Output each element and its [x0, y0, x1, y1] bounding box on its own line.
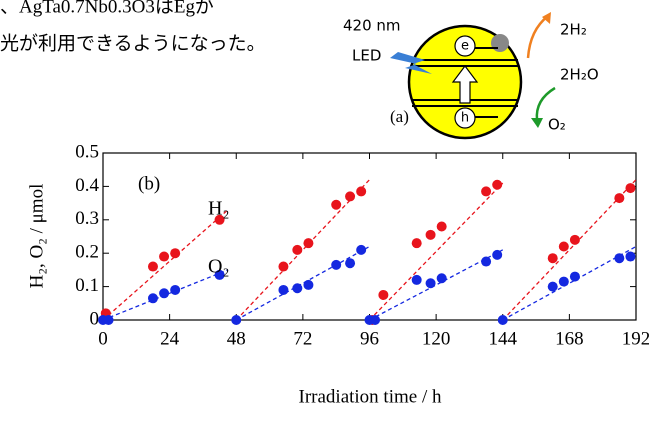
y-tick-label: 0.5: [75, 141, 99, 162]
fit-line: [102, 269, 229, 321]
electron-label: e: [461, 39, 469, 54]
data-point: [292, 244, 303, 255]
hole-label: h: [461, 111, 469, 126]
data-point: [231, 315, 242, 325]
data-point: [370, 315, 381, 325]
data-point: [278, 261, 289, 272]
data-point: [497, 315, 508, 325]
chart: (b) Irradiation time / h H₂, O₂ / μmol 0…: [26, 141, 649, 407]
x-tick-label: 144: [489, 328, 518, 349]
data-point: [411, 238, 422, 249]
x-tick-label: 24: [160, 328, 180, 349]
data-point: [147, 293, 158, 304]
data-point: [547, 281, 558, 292]
x-tick-label: 0: [98, 328, 108, 349]
fit-line: [235, 179, 370, 321]
data-point: [214, 269, 225, 280]
data-point: [569, 271, 580, 282]
data-point: [147, 261, 158, 272]
data-point: [345, 258, 356, 269]
data-point: [558, 241, 569, 252]
reactant-label: 2H₂O: [560, 66, 599, 84]
x-tick-label: 48: [227, 328, 246, 349]
data-point: [331, 259, 342, 270]
product-label: 2H₂: [560, 21, 587, 39]
fit-line: [369, 182, 504, 321]
y-tick-label: 0.1: [75, 275, 99, 296]
product-label: O₂: [548, 116, 566, 134]
diagram: e h 420 nm LED 2H₂ 2H₂O O₂ (a): [343, 12, 599, 140]
data-point: [356, 186, 367, 197]
light-bolt: [390, 52, 432, 74]
data-point: [103, 315, 114, 325]
data-point: [436, 273, 447, 284]
panel-label: (a): [390, 107, 409, 126]
arrowhead: [531, 118, 543, 128]
data-point: [331, 199, 342, 210]
y-tick-label: 0.4: [75, 175, 99, 196]
panel-label: (b): [138, 173, 160, 194]
source-label: LED: [352, 47, 381, 65]
fit-line: [235, 245, 370, 321]
data-point: [492, 249, 503, 260]
data-point: [625, 251, 636, 262]
data-point: [303, 238, 314, 249]
y-tick-label: 0.2: [75, 242, 99, 263]
data-point: [436, 221, 447, 232]
data-point: [558, 276, 569, 287]
data-point: [159, 288, 170, 299]
data-point: [492, 179, 503, 190]
electron: [454, 35, 476, 57]
data-point: [170, 284, 181, 295]
series-label: O₂: [208, 256, 229, 278]
data-point: [345, 191, 356, 202]
x-tick-label: 96: [360, 328, 379, 349]
data-point: [411, 274, 422, 285]
x-axis-label: Irradiation time / h: [299, 386, 442, 407]
plot-frame: [102, 152, 637, 321]
data-point: [170, 248, 181, 259]
data-point: [481, 186, 492, 197]
x-tick-label: 168: [555, 328, 584, 349]
light-label: 420 nm: [343, 17, 401, 35]
data-point: [481, 256, 492, 267]
data-point: [547, 253, 558, 264]
y-axis-label: H₂, O₂ / μmol: [26, 184, 47, 289]
fit-line: [502, 245, 637, 321]
x-tick-label: 72: [293, 328, 312, 349]
fit-line: [502, 179, 637, 321]
data-point: [569, 234, 580, 245]
reduction-arrow: [526, 15, 549, 59]
data-point: [425, 229, 436, 240]
body-text: 、AgTa0.7Nb0.3O3はEgが: [0, 0, 214, 17]
body-text: 光が利用できるようになった。: [0, 32, 266, 54]
series-label: H₂: [208, 198, 229, 220]
data-point: [356, 244, 367, 255]
data-point: [278, 284, 289, 295]
data-point: [378, 289, 389, 300]
data-point: [425, 278, 436, 289]
data-point: [214, 214, 225, 225]
y-tick-label: 0: [90, 308, 100, 329]
x-tick-label: 120: [422, 328, 451, 349]
excitation-arrow: [451, 65, 479, 104]
hole: [454, 107, 476, 129]
data-point: [614, 193, 625, 204]
x-tick-label: 192: [622, 328, 649, 349]
arrowhead: [542, 12, 551, 24]
data-point: [159, 251, 170, 262]
y-tick-label: 0.3: [75, 208, 99, 229]
data-point: [292, 283, 303, 294]
data-point: [614, 253, 625, 264]
data-point: [625, 183, 636, 194]
data-point: [303, 279, 314, 290]
cocatalyst: [491, 34, 509, 52]
oxidation-arrow: [535, 86, 556, 121]
